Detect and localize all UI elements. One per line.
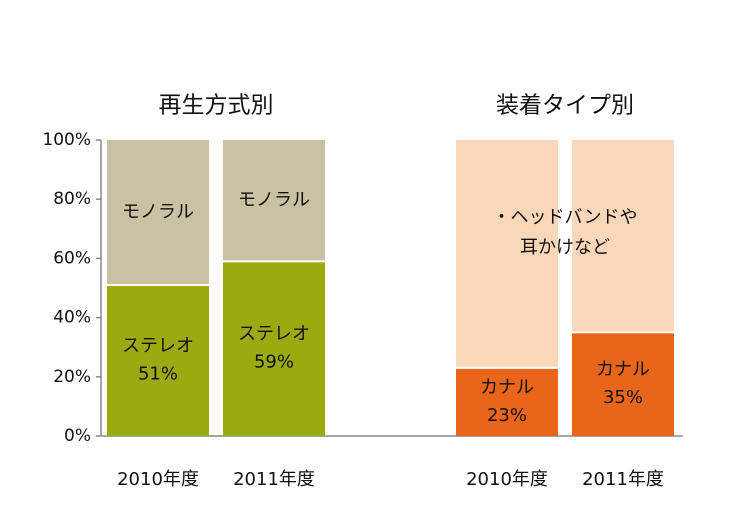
spanning-label: 耳かけなど	[520, 237, 610, 258]
x-tick-label: 2010年度	[466, 469, 548, 490]
x-tick-label: 2010年度	[117, 469, 199, 490]
spanning-label: ・ヘッドバンドや	[493, 207, 638, 228]
data-label: ステレオ	[238, 324, 310, 345]
bar-segment	[107, 285, 209, 436]
y-tick-label: 60%	[53, 248, 91, 268]
group-title: 装着タイプ別	[496, 93, 634, 119]
y-tick-label: 100%	[42, 130, 91, 150]
group-title: 再生方式別	[159, 93, 274, 119]
bar-segment	[456, 140, 558, 368]
y-tick-label: 20%	[53, 367, 91, 387]
bars	[107, 140, 674, 436]
data-label: モノラル	[238, 190, 310, 211]
y-tick-label: 80%	[53, 189, 91, 209]
data-label: 59%	[254, 352, 294, 373]
x-tick-label: 2011年度	[233, 469, 315, 490]
data-label: 23%	[487, 405, 527, 426]
y-tick-label: 40%	[53, 308, 91, 328]
data-label: モノラル	[122, 202, 194, 223]
bar-segment	[223, 261, 325, 436]
data-label: カナル	[480, 377, 534, 398]
x-tick-label: 2011年度	[582, 469, 664, 490]
data-label: 51%	[138, 364, 178, 385]
bar-segment	[107, 140, 209, 286]
bar-segment	[456, 367, 558, 436]
y-tick-label: 0%	[64, 426, 91, 446]
bar-segment	[572, 140, 674, 333]
bar-segment	[223, 140, 325, 262]
data-label: 35%	[603, 387, 643, 408]
data-label: カナル	[596, 359, 650, 380]
data-label: ステレオ	[122, 336, 194, 357]
bar-segment	[572, 332, 674, 436]
labels: 再生方式別ステレオ51%モノラル2010年度ステレオ59%モノラル2011年度装…	[117, 93, 664, 491]
